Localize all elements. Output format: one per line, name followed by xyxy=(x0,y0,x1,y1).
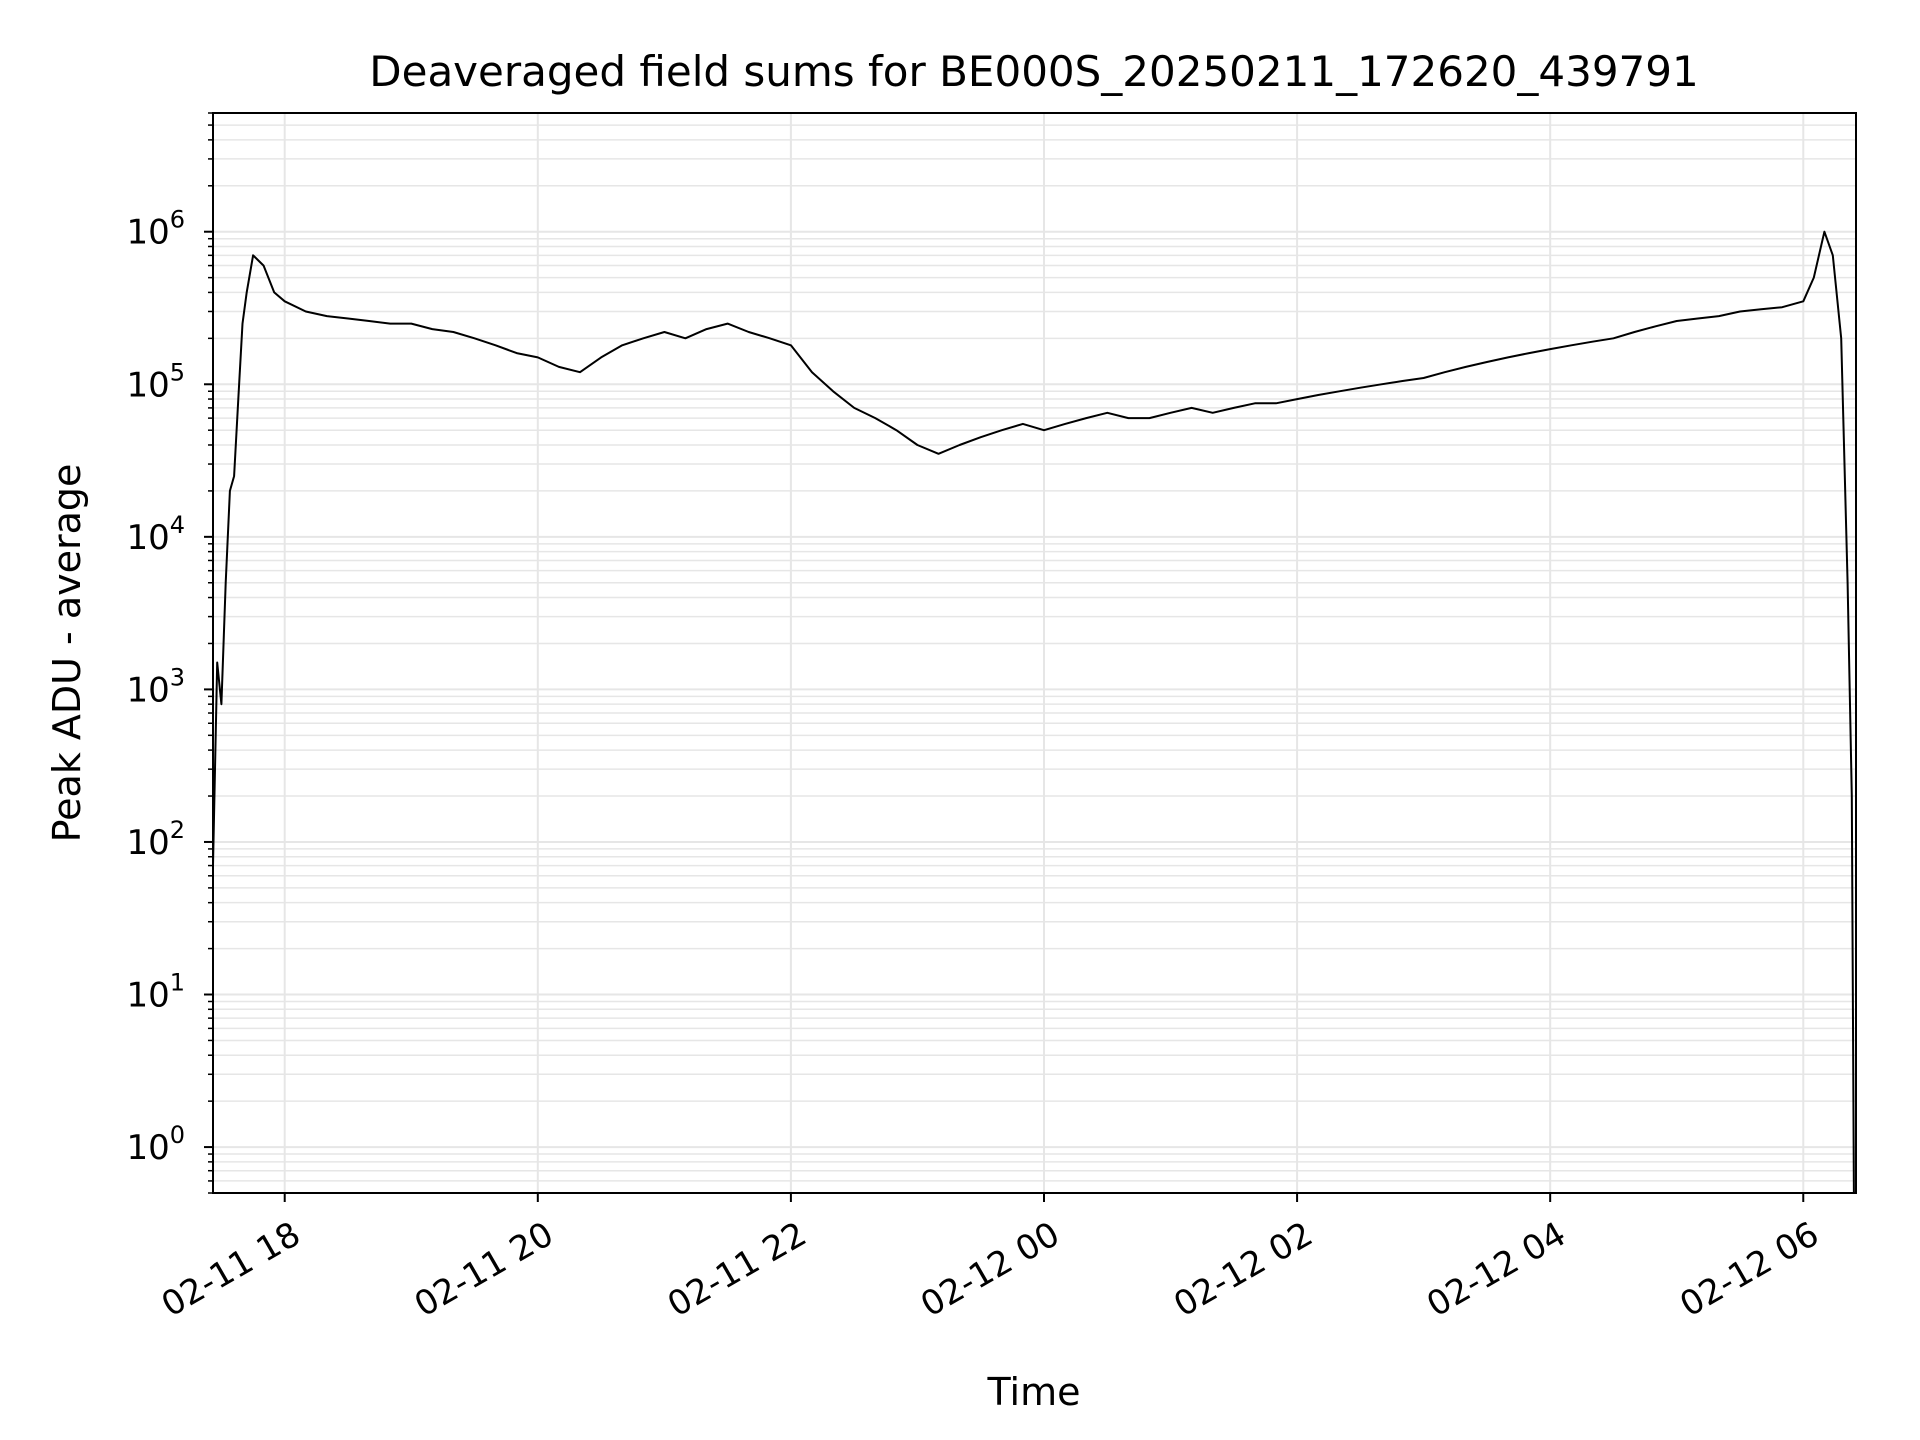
y-tick-label: 103 xyxy=(126,663,185,710)
x-axis-label: Time xyxy=(987,1370,1081,1414)
y-tick-label: 106 xyxy=(126,206,185,253)
y-tick-label: 105 xyxy=(126,358,185,405)
y-tick-label: 101 xyxy=(126,969,185,1016)
y-tick-label: 102 xyxy=(126,816,185,863)
series-group xyxy=(212,230,1855,1194)
y-axis-label: Peak ADU - average xyxy=(45,464,89,843)
y-tick-label: 100 xyxy=(126,1121,185,1168)
chart-title: Deaveraged field sums for BE000S_2025021… xyxy=(369,47,1698,96)
y-tick-label: 104 xyxy=(126,511,185,558)
plot-frame xyxy=(212,112,1857,1194)
series-line xyxy=(212,230,1855,1194)
